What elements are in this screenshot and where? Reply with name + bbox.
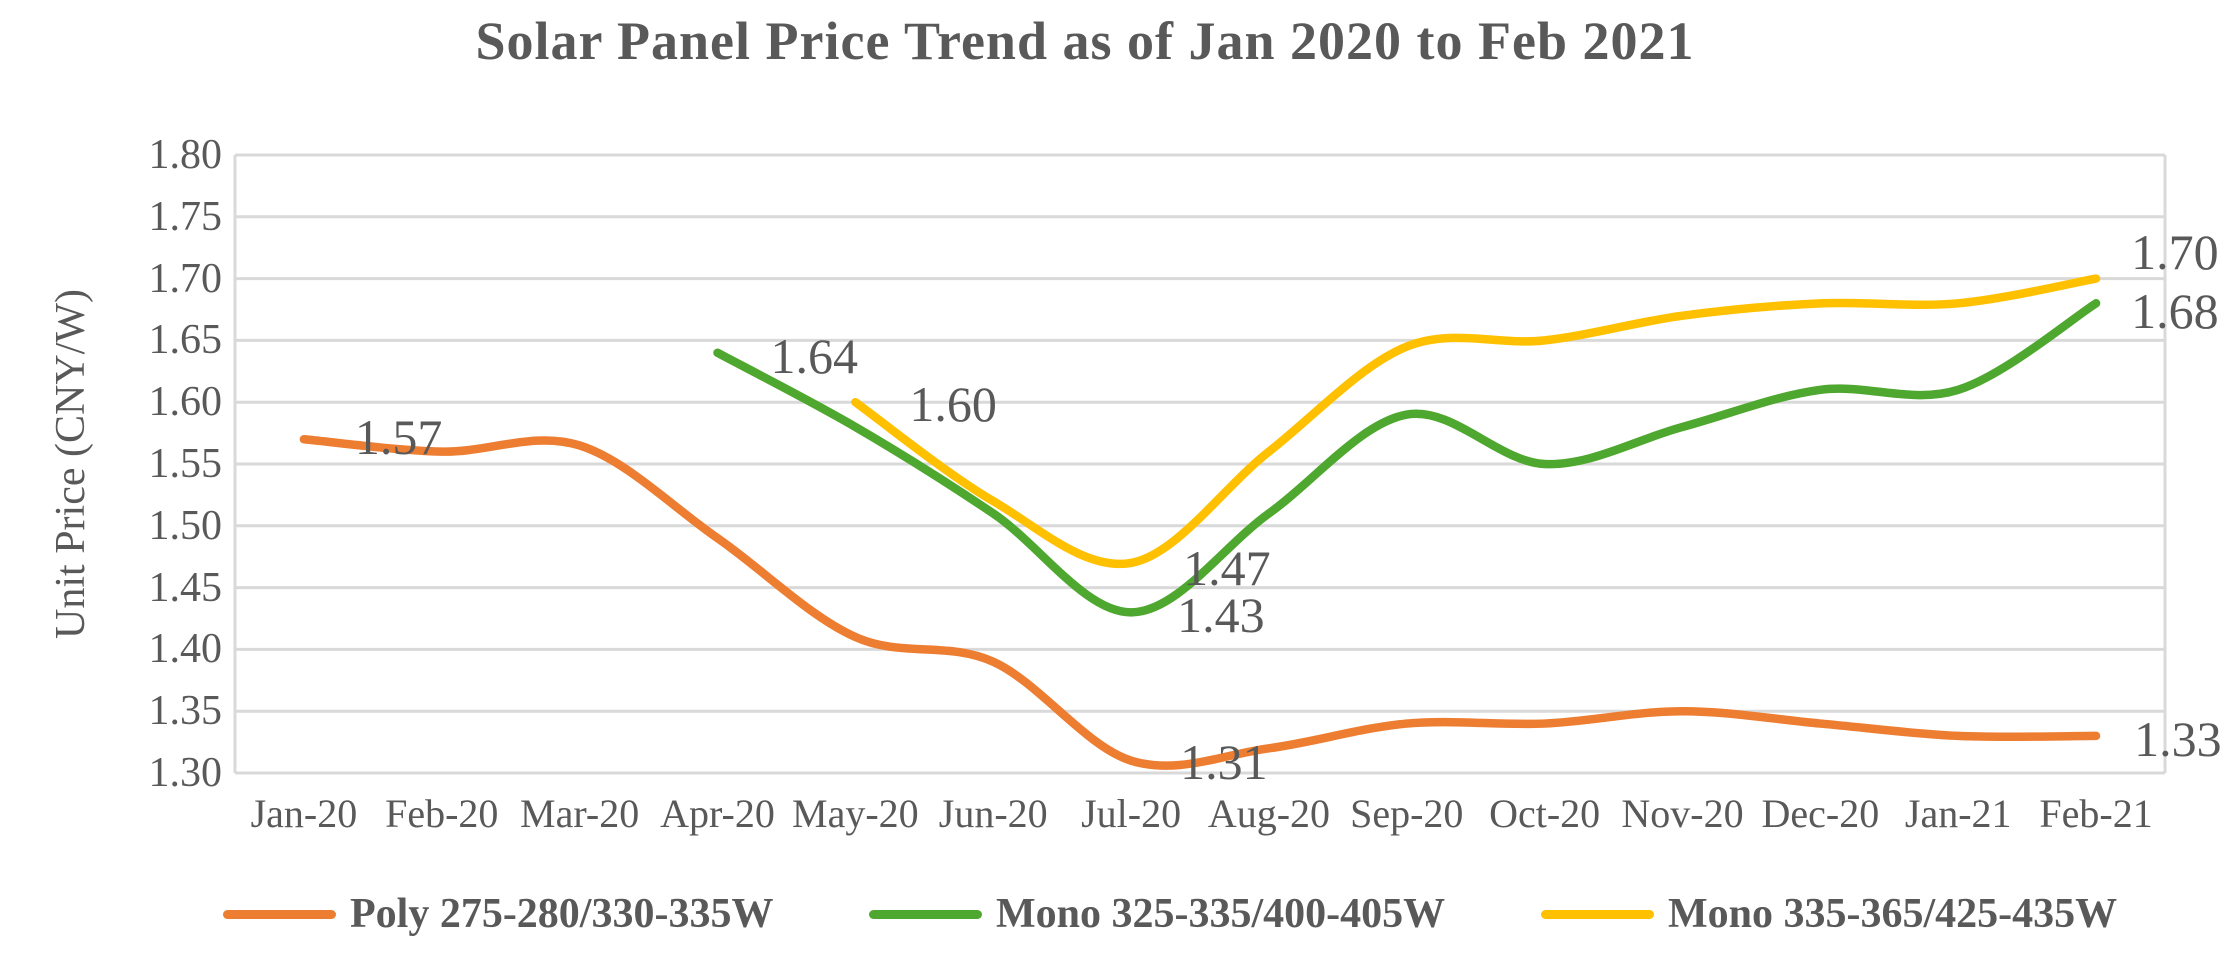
y-tick-label: 1.50 (148, 502, 223, 549)
chart-title: Solar Panel Price Trend as of Jan 2020 t… (475, 11, 1695, 71)
data-label: 1.43 (1177, 587, 1265, 644)
legend-line-swatch (869, 909, 982, 919)
data-label: 1.64 (770, 327, 859, 384)
data-label: 1.33 (2134, 710, 2222, 767)
x-tick-label: Aug-20 (1207, 791, 1331, 836)
y-tick-label: 1.45 (148, 564, 223, 611)
data-label: 1.31 (1180, 733, 1268, 790)
x-tick-label: May-20 (792, 791, 919, 836)
x-tick-label: Feb-21 (2039, 791, 2153, 836)
series-line (851, 274, 2101, 569)
x-tick-label: Dec-20 (1761, 791, 1880, 836)
y-tick-label: 1.75 (148, 193, 223, 240)
x-tick-label: Jan-21 (1904, 791, 2012, 836)
data-label: 1.47 (1183, 539, 1271, 596)
x-tick-label: Jun-20 (938, 791, 1048, 836)
legend-label: Poly 275-280/330-335W (350, 891, 774, 937)
x-tick-label: Apr-20 (660, 791, 775, 836)
y-tick-label: 1.40 (148, 626, 223, 673)
series-line (713, 299, 2101, 617)
y-tick-label: 1.55 (148, 441, 223, 487)
data-label: 1.60 (909, 376, 997, 433)
y-tick-label: 1.35 (148, 688, 223, 735)
legend-label: Mono 335-365/425-435W (1668, 891, 2118, 937)
data-label: 1.70 (2131, 223, 2219, 280)
legend-label: Mono 325-335/400-405W (996, 891, 1446, 937)
y-tick-label: 1.65 (148, 317, 223, 364)
legend-line-swatch (223, 909, 336, 919)
x-tick-label: Feb-20 (385, 791, 499, 836)
data-label: 1.68 (2131, 283, 2219, 340)
x-tick-label: Mar-20 (520, 791, 640, 836)
legend-item: Mono 325-335/400-405W (869, 890, 1445, 938)
series-line (299, 435, 2101, 770)
legend-line-swatch (1541, 909, 1654, 919)
y-tick-label: 1.60 (148, 379, 223, 426)
x-tick-label: Oct-20 (1489, 791, 1601, 836)
y-tick-label: 1.30 (148, 750, 223, 796)
x-tick-label: Jul-20 (1081, 791, 1182, 836)
data-label: 1.57 (354, 409, 443, 466)
y-tick-label: 1.80 (148, 132, 223, 178)
x-tick-label: Nov-20 (1621, 791, 1744, 836)
legend-item: Poly 275-280/330-335W (223, 890, 773, 938)
x-tick-label: Sep-20 (1350, 791, 1464, 836)
y-tick-label: 1.70 (148, 255, 223, 302)
legend-item: Mono 335-365/425-435W (1541, 890, 2117, 938)
x-tick-label: Jan-20 (250, 791, 358, 836)
